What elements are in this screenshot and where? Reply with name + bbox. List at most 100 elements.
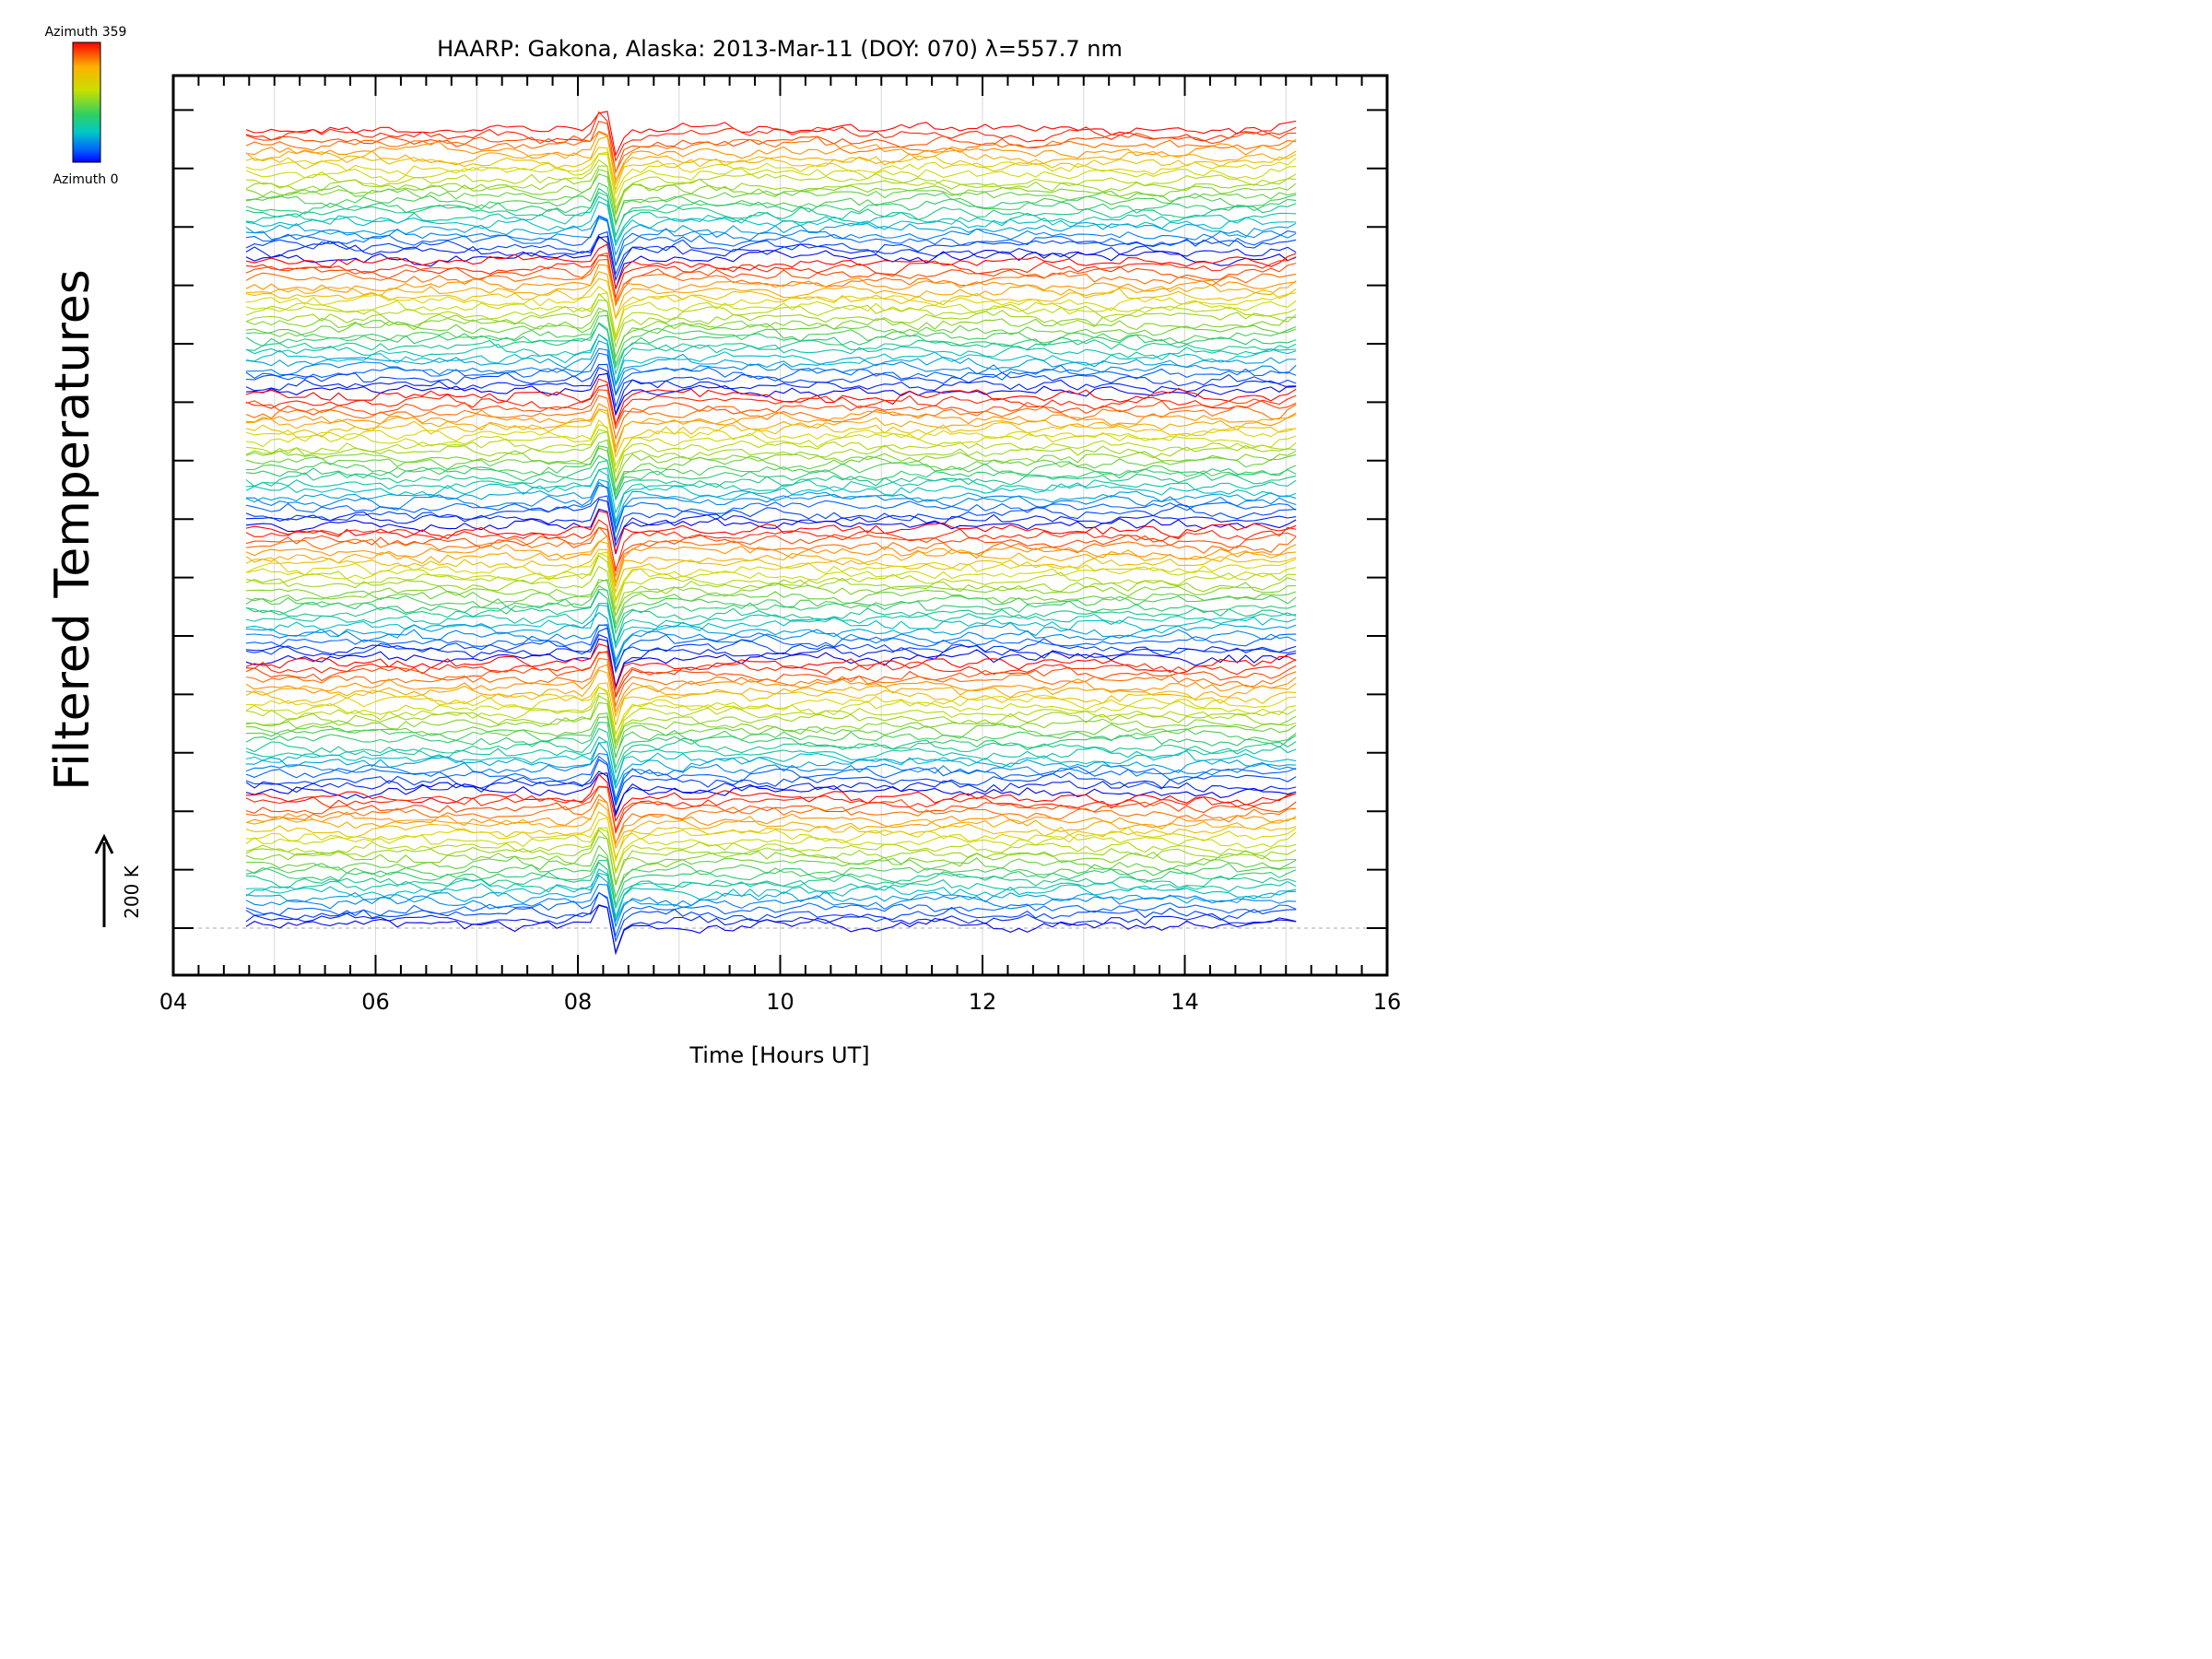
scale-bar-arrow-head (94, 833, 114, 854)
series-line-g0-s0 (245, 111, 1297, 158)
series-line-g1-s12 (245, 310, 1297, 359)
series-line-g3-s7 (245, 551, 1297, 602)
series-line-g2-s5 (245, 408, 1297, 449)
series-line-g0-s1 (245, 111, 1297, 163)
series-line-g3-s20 (245, 624, 1297, 671)
series-line-g5-s6 (245, 811, 1297, 860)
series-line-g0-s18 (245, 215, 1297, 257)
series-line-g5-s21 (245, 891, 1297, 943)
series-line-g5-s0 (245, 773, 1297, 823)
series-line-g4-s19 (245, 753, 1297, 802)
series-line-g4-s13 (245, 716, 1297, 759)
scale-bar-label: 200 K (121, 865, 143, 919)
series-line-g2-s2 (245, 389, 1297, 430)
series-line-g1-s22 (245, 367, 1297, 417)
series-line-g4-s16 (245, 735, 1297, 785)
x-tick-label-14: 14 (1171, 989, 1199, 1015)
series-line-g0-s11 (245, 169, 1297, 216)
series-line-g5-s15 (245, 861, 1297, 910)
series-line-g1-s8 (245, 291, 1297, 338)
series-line-g2-s9 (245, 429, 1297, 474)
series-line-g5-s1 (245, 785, 1297, 835)
series-line-g4-s9 (245, 692, 1297, 744)
series-lines (245, 111, 1297, 956)
series-line-g1-s21 (245, 363, 1297, 409)
series-line-g4-s4 (245, 664, 1297, 714)
series-line-g3-s16 (245, 602, 1297, 646)
series-line-g4-s22 (245, 771, 1297, 815)
series-line-g3-s18 (245, 611, 1297, 663)
plot-frame (171, 74, 1389, 977)
series-line-g1-s13 (245, 314, 1297, 367)
series-line-g0-s4 (245, 131, 1297, 182)
series-line-g0-s10 (245, 165, 1297, 218)
series-line-g3-s13 (245, 584, 1297, 630)
series-line-g2-s10 (245, 430, 1297, 482)
series-line-g3-s4 (245, 535, 1297, 583)
series-line-g2-s1 (245, 378, 1297, 427)
series-line-g3-s1 (245, 519, 1297, 571)
series-line-g4-s18 (245, 741, 1297, 790)
y-axis-label: Filtered Temperatures (45, 269, 100, 791)
series-line-g5-s8 (245, 827, 1297, 874)
series-line-g1-s15 (245, 323, 1297, 376)
series-line-g3-s0 (245, 510, 1297, 555)
series-line-g2-s17 (245, 469, 1297, 522)
series-line-g1-s9 (245, 292, 1297, 342)
series-line-g5-s23 (245, 904, 1297, 956)
series-line-g2-s21 (245, 495, 1297, 543)
series-line-g4-s23 (245, 772, 1297, 818)
series-line-g4-s0 (245, 643, 1297, 691)
series-line-g2-s20 (245, 484, 1297, 531)
series-line-g5-s10 (245, 829, 1297, 885)
x-tick-label-04: 04 (159, 989, 188, 1015)
series-line-g5-s12 (245, 844, 1297, 900)
series-line-g5-s4 (245, 798, 1297, 846)
series-line-g2-s12 (245, 447, 1297, 496)
x-axis-label: Time [Hours UT] (688, 1042, 869, 1068)
series-line-g2-s14 (245, 454, 1297, 500)
series-line-g5-s20 (245, 891, 1297, 938)
series-line-g0-s2 (245, 120, 1297, 175)
series-line-g1-s4 (245, 264, 1297, 305)
series-line-g5-s16 (245, 872, 1297, 919)
series-line-g5-s3 (245, 794, 1297, 846)
series-line-g4-s21 (245, 759, 1297, 807)
series-line-g3-s6 (245, 548, 1297, 594)
series-line-g3-s5 (245, 540, 1297, 587)
x-tick-label-12: 12 (969, 989, 997, 1015)
series-line-g5-s9 (245, 828, 1297, 875)
series-line-g5-s13 (245, 853, 1297, 899)
series-line-g4-s20 (245, 755, 1297, 805)
series-line-g4-s3 (245, 657, 1297, 708)
series-line-g2-s23 (245, 508, 1297, 555)
x-tick-labels: 04 06 08 10 12 14 16 (159, 989, 1402, 1015)
colorbar-bottom-label: Azimuth 0 (53, 172, 118, 187)
series-line-g0-s9 (245, 159, 1297, 210)
series-line-g1-s10 (245, 299, 1297, 349)
series-line-g4-s12 (245, 712, 1297, 759)
chart-title: HAARP: Gakona, Alaska: 2013-Mar-11 (DOY:… (437, 36, 1123, 62)
series-line-g5-s14 (245, 859, 1297, 907)
series-line-g2-s18 (245, 478, 1297, 526)
series-line-g0-s19 (245, 217, 1297, 267)
series-line-g1-s16 (245, 334, 1297, 384)
series-line-g0-s14 (245, 192, 1297, 239)
x-tick-label-16: 16 (1373, 989, 1402, 1015)
series-line-g3-s19 (245, 624, 1297, 666)
series-line-g1-s5 (245, 271, 1297, 320)
series-line-g5-s19 (245, 883, 1297, 929)
series-line-g2-s4 (245, 403, 1297, 454)
series-line-g4-s14 (245, 722, 1297, 770)
series-line-g0-s6 (245, 147, 1297, 193)
series-line-g2-s11 (245, 439, 1297, 485)
series-line-g5-s11 (245, 836, 1297, 886)
x-tick-label-08: 08 (564, 989, 593, 1015)
series-line-g5-s5 (245, 801, 1297, 850)
series-line-g1-s6 (245, 277, 1297, 321)
series-line-g5-s18 (245, 874, 1297, 924)
series-line-g2-s0 (245, 383, 1297, 427)
scale-bar: 200 K (94, 833, 143, 927)
series-line-g4-s6 (245, 682, 1297, 726)
series-line-g4-s5 (245, 669, 1297, 719)
